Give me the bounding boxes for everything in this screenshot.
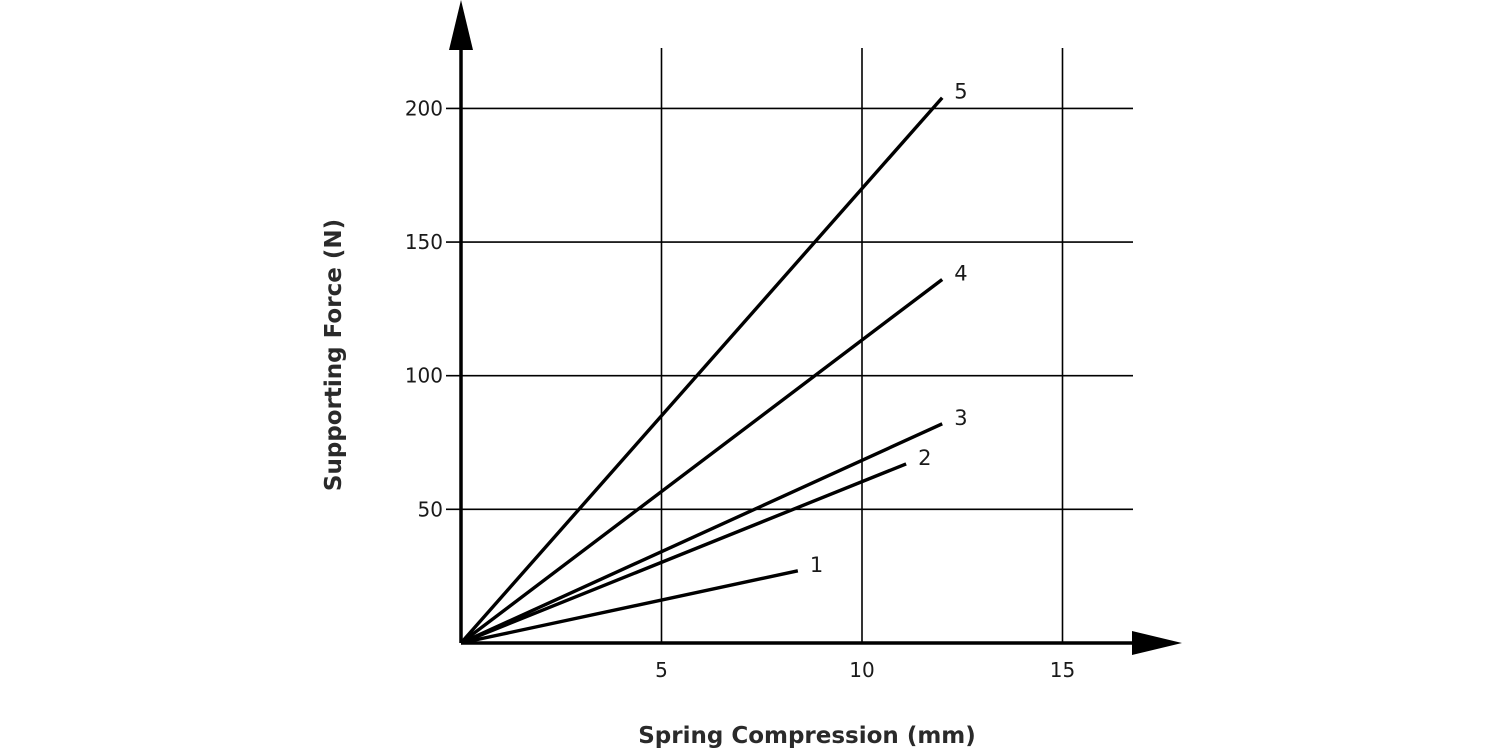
y-tick-label: 50 [418,497,443,521]
x-axis-title: Spring Compression (mm) [638,723,976,749]
x-tick-label: 5 [655,658,668,682]
x-tick-label: 10 [849,658,874,682]
y-tick-label: 200 [405,96,443,120]
y-axis-title: Supporting Force (N) [321,219,347,491]
series-line-1 [460,569,799,645]
series-line-2 [460,462,907,645]
series-line-3 [460,422,943,645]
series-label-3: 3 [954,406,967,430]
series-lines [459,96,944,645]
y-tick-label: 150 [405,230,443,254]
y-tick-labels: 50 100 150 200 [405,96,443,521]
y-tick-label: 100 [405,364,443,388]
x-tick-labels: 5 10 15 [655,658,1075,682]
series-label-2: 2 [918,446,931,470]
axes [449,0,1182,655]
series-label-4: 4 [954,261,967,285]
series-label-1: 1 [810,553,823,577]
y-axis-arrow-icon [449,0,473,50]
series-line-5 [459,96,944,645]
x-tick-label: 15 [1050,658,1075,682]
x-axis-arrow-icon [1132,631,1182,655]
series-line-4 [459,278,944,645]
grid [446,48,1133,643]
series-label-5: 5 [954,80,967,104]
